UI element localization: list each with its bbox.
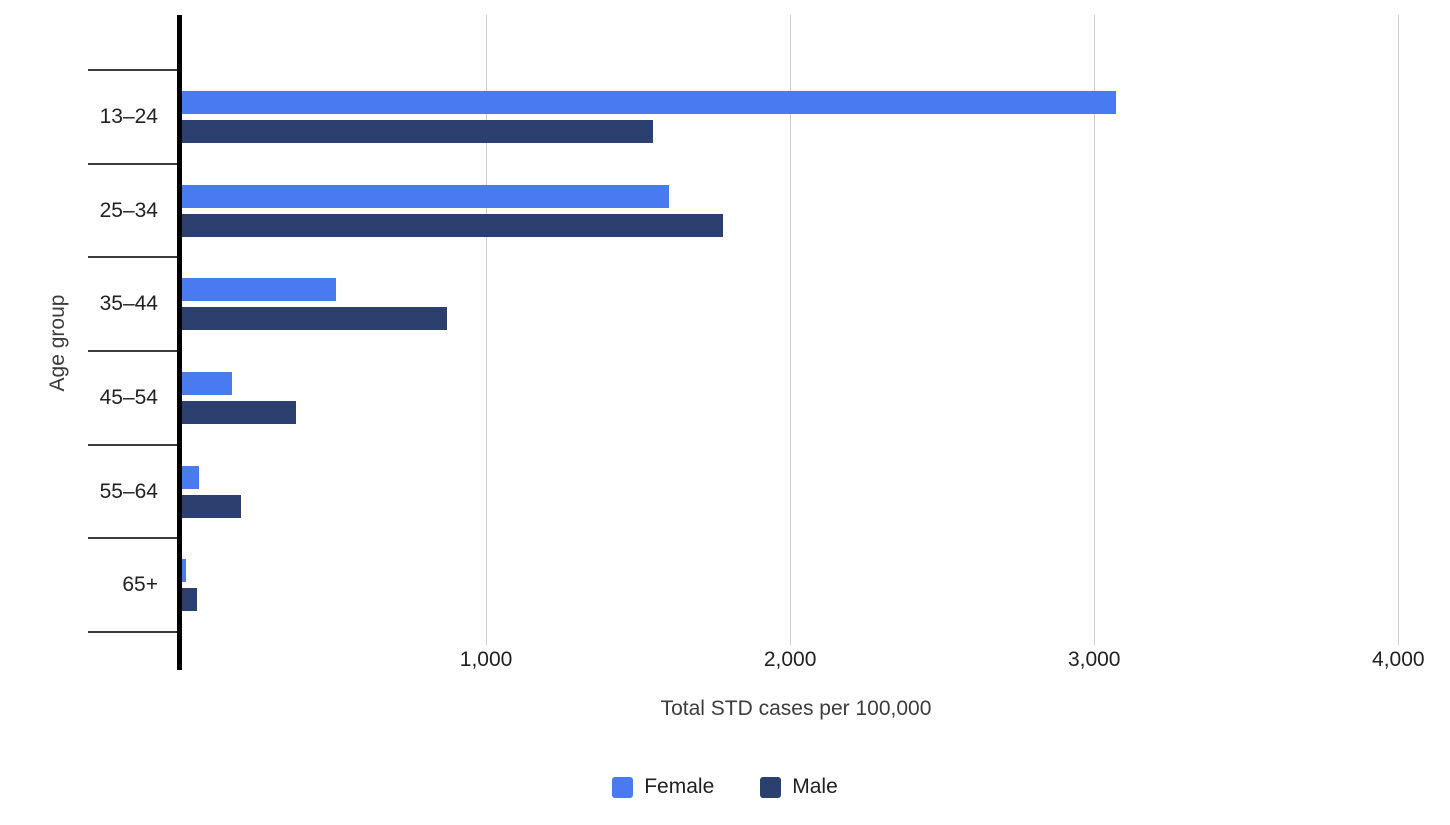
legend-swatch-male <box>760 776 782 798</box>
category-tick <box>88 443 177 446</box>
legend-label-female: Female <box>644 775 715 798</box>
bar-female <box>182 278 336 302</box>
gridline <box>486 15 488 645</box>
gridline <box>790 15 792 645</box>
legend-item-female: Female <box>612 775 714 799</box>
category-tick <box>88 631 177 633</box>
bar-male <box>182 588 197 612</box>
bar-female <box>182 371 233 395</box>
y-axis-title: Age group <box>46 294 69 391</box>
category-label: 45–54 <box>99 385 158 409</box>
x-tick-label: 3,000 <box>1067 648 1121 671</box>
category-label: 65+ <box>122 573 158 597</box>
bar-male <box>182 213 724 237</box>
x-tick-label: 4,000 <box>1372 648 1425 671</box>
bar-male <box>182 119 654 143</box>
legend-item-male: Male <box>760 775 838 799</box>
gridline <box>1094 15 1096 645</box>
bar-female <box>182 465 199 489</box>
category-label: 25–34 <box>99 198 158 222</box>
bar-male <box>182 307 447 331</box>
legend-label-male: Male <box>792 775 838 798</box>
y-axis-line <box>177 15 182 670</box>
category-tick <box>88 69 177 71</box>
category-tick <box>88 162 177 165</box>
legend: Female Male <box>0 775 1450 799</box>
category-label: 13–24 <box>99 104 158 128</box>
category-tick <box>88 537 177 540</box>
x-tick-label: 1,000 <box>459 648 513 671</box>
gridline <box>1398 15 1400 645</box>
x-axis-title: Total STD cases per 100,000 <box>660 697 932 720</box>
bar-male <box>182 400 297 424</box>
category-tick <box>88 256 177 259</box>
bar-female <box>182 184 669 208</box>
category-tick <box>88 350 177 352</box>
x-tick-label: 2,000 <box>763 648 817 671</box>
legend-swatch-female <box>612 776 634 798</box>
bar-female <box>182 90 1116 114</box>
category-label: 55–64 <box>99 479 158 503</box>
bar-male <box>182 494 242 518</box>
category-label: 35–44 <box>99 292 158 316</box>
bar-female <box>182 559 186 583</box>
